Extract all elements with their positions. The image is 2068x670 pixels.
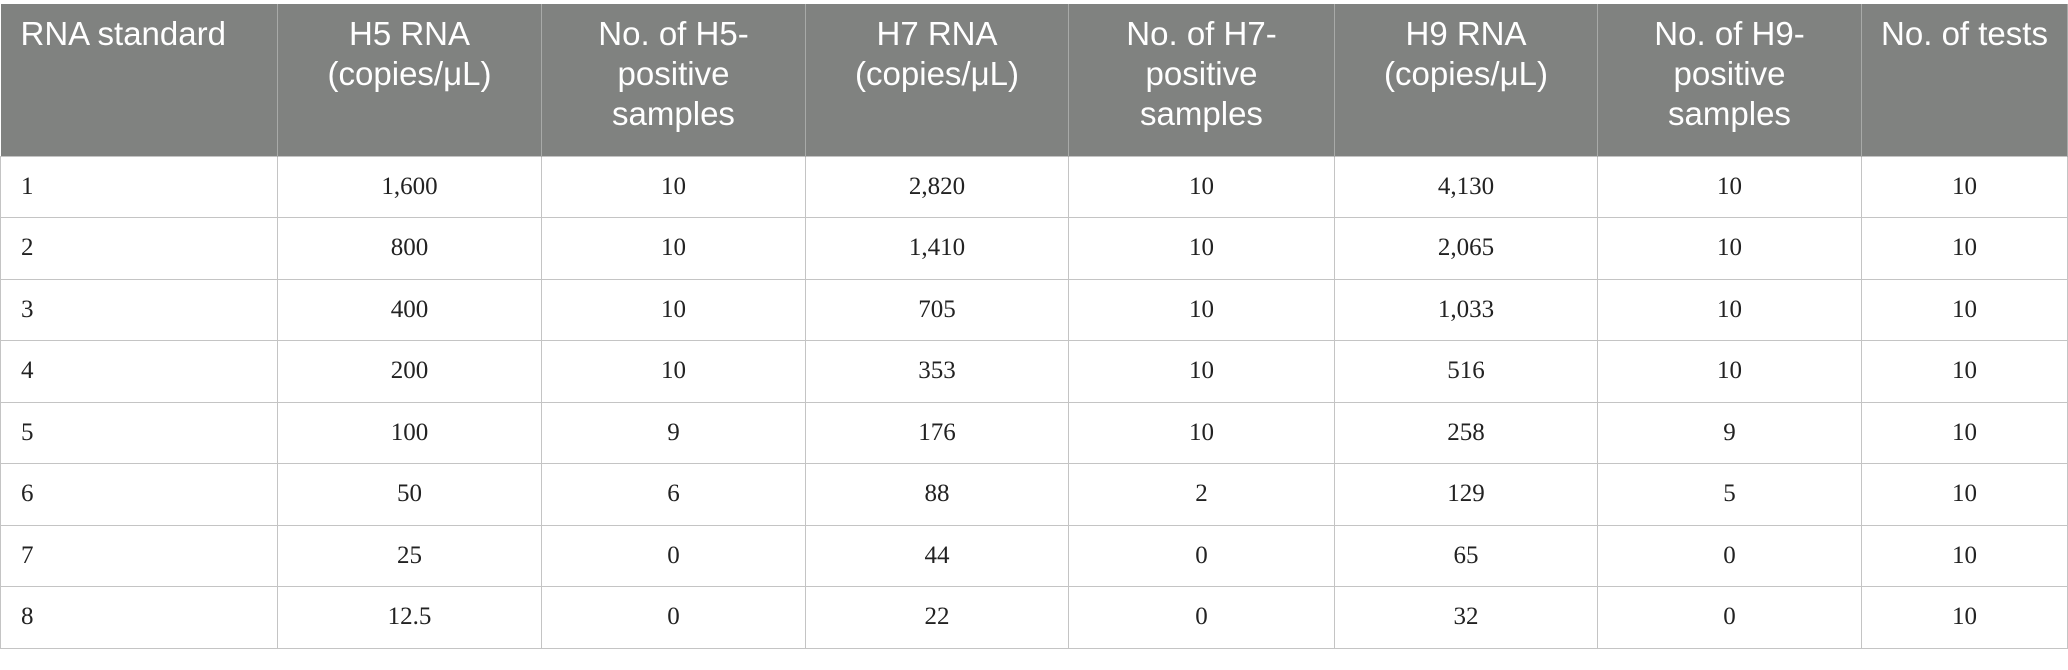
table-header: RNA standard H5 RNA (copies/μL) No. of H5-…	[0, 4, 2068, 156]
header-cell: H5 RNA (copies/μL)	[277, 4, 542, 156]
table-cell: 0	[1597, 524, 1862, 587]
table-cell: 9	[1597, 401, 1862, 464]
table-cell: 10	[1597, 155, 1862, 218]
table-cell: 100	[277, 401, 542, 464]
table-cell: 10	[541, 217, 806, 280]
table-cell: 6	[0, 463, 278, 526]
table-cell: 0	[541, 524, 806, 587]
table-cell: 10	[1861, 586, 2068, 649]
table-cell: 10	[541, 278, 806, 341]
table-cell: 10	[1861, 340, 2068, 403]
table-cell: 10	[1861, 278, 2068, 341]
header-cell: No. of tests	[1861, 4, 2068, 156]
header-row: RNA standard H5 RNA (copies/μL) No. of H5-…	[0, 4, 2068, 156]
table-cell: 4,130	[1334, 155, 1598, 218]
table-row: 4 200 10 353 10 516 10 10	[0, 340, 2068, 403]
table-cell: 65	[1334, 524, 1598, 587]
table-cell: 10	[1597, 278, 1862, 341]
table-cell: 1	[0, 155, 278, 218]
table-cell: 10	[541, 155, 806, 218]
table-cell: 1,600	[277, 155, 542, 218]
header-cell: No. of H9-positive samples	[1597, 4, 1862, 156]
page: RNA standard H5 RNA (copies/μL) No. of H5-…	[0, 4, 2068, 670]
table-cell: 10	[1861, 155, 2068, 218]
table-cell: 8	[0, 586, 278, 649]
table-cell: 10	[1861, 401, 2068, 464]
data-table: RNA standard H5 RNA (copies/μL) No. of H5-…	[0, 4, 2068, 649]
table-cell: 353	[805, 340, 1069, 403]
table-cell: 10	[1068, 217, 1335, 280]
table-cell: 705	[805, 278, 1069, 341]
header-cell: No. of H5-positive samples	[541, 4, 806, 156]
table-cell: 200	[277, 340, 542, 403]
table-cell: 10	[1861, 524, 2068, 587]
table-cell: 10	[1861, 217, 2068, 280]
table-row: 6 50 6 88 2 129 5 10	[0, 463, 2068, 526]
table-cell: 2	[0, 217, 278, 280]
table-cell: 9	[541, 401, 806, 464]
table-cell: 44	[805, 524, 1069, 587]
table-cell: 12.5	[277, 586, 542, 649]
table-cell: 0	[1068, 586, 1335, 649]
table-row: 8 12.5 0 22 0 32 0 10	[0, 586, 2068, 649]
table-cell: 258	[1334, 401, 1598, 464]
table-cell: 400	[277, 278, 542, 341]
table-cell: 10	[1597, 340, 1862, 403]
table-cell: 3	[0, 278, 278, 341]
table-cell: 5	[1597, 463, 1862, 526]
table-cell: 10	[1068, 155, 1335, 218]
header-cell: No. of H7-positive samples	[1068, 4, 1335, 156]
table-cell: 1,033	[1334, 278, 1598, 341]
table-cell: 800	[277, 217, 542, 280]
table-body: 1 1,600 10 2,820 10 4,130 10 10 2 800 10 1,410 10 2,0…	[0, 155, 2068, 649]
header-cell: RNA standard	[0, 4, 278, 156]
table-cell: 25	[277, 524, 542, 587]
table-cell: 4	[0, 340, 278, 403]
table-cell: 176	[805, 401, 1069, 464]
table-cell: 32	[1334, 586, 1598, 649]
table-row: 1 1,600 10 2,820 10 4,130 10 10	[0, 155, 2068, 218]
table-cell: 50	[277, 463, 542, 526]
table-cell: 88	[805, 463, 1069, 526]
table-cell: 0	[541, 586, 806, 649]
table-row: 3 400 10 705 10 1,033 10 10	[0, 278, 2068, 341]
table-cell: 516	[1334, 340, 1598, 403]
table-row: 7 25 0 44 0 65 0 10	[0, 524, 2068, 587]
table-cell: 7	[0, 524, 278, 587]
table-cell: 10	[1068, 401, 1335, 464]
table-cell: 10	[1597, 217, 1862, 280]
table-cell: 10	[1068, 340, 1335, 403]
table-cell: 2,065	[1334, 217, 1598, 280]
table-cell: 0	[1068, 524, 1335, 587]
table-cell: 5	[0, 401, 278, 464]
table-cell: 10	[1068, 278, 1335, 341]
table-cell: 10	[1861, 463, 2068, 526]
table-cell: 1,410	[805, 217, 1069, 280]
table-cell: 22	[805, 586, 1069, 649]
table-cell: 0	[1597, 586, 1862, 649]
table-row: 2 800 10 1,410 10 2,065 10 10	[0, 217, 2068, 280]
table-cell: 129	[1334, 463, 1598, 526]
table-cell: 6	[541, 463, 806, 526]
header-cell: H7 RNA (copies/μL)	[805, 4, 1069, 156]
table-cell: 2	[1068, 463, 1335, 526]
table-cell: 10	[541, 340, 806, 403]
table-row: 5 100 9 176 10 258 9 10	[0, 401, 2068, 464]
header-cell: H9 RNA (copies/μL)	[1334, 4, 1598, 156]
table-cell: 2,820	[805, 155, 1069, 218]
